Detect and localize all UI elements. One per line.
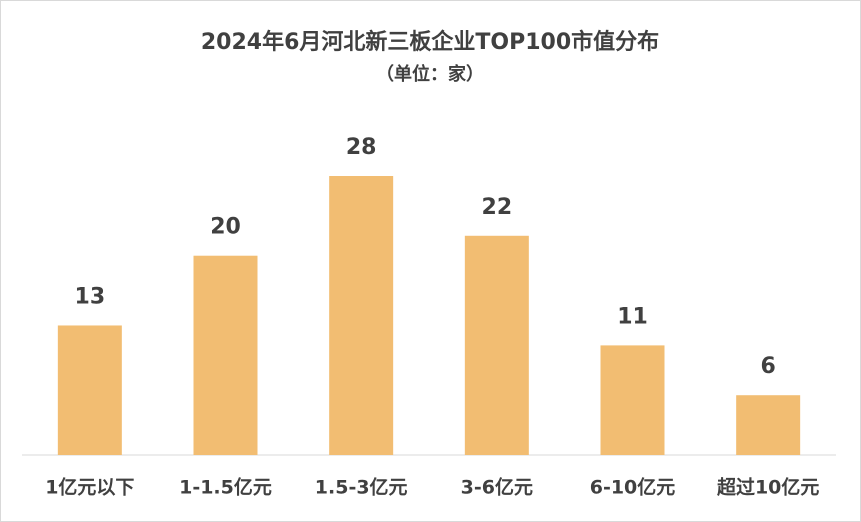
chart-subtitle: （单位：家）: [376, 63, 484, 85]
bar: [464, 235, 529, 455]
value-label: 28: [346, 135, 377, 160]
value-label: 22: [482, 195, 513, 220]
value-label: 20: [210, 215, 241, 240]
bar: [600, 345, 665, 455]
bar: [329, 176, 394, 455]
x-tick-label: 超过10亿元: [716, 476, 819, 499]
value-label: 6: [761, 354, 776, 379]
bar: [193, 255, 258, 455]
x-tick-label: 1亿元以下: [45, 476, 134, 499]
x-tick-label: 1-1.5亿元: [179, 476, 272, 499]
chart-title: 2024年6月河北新三板企业TOP100市值分布: [201, 29, 659, 55]
bar: [57, 325, 122, 455]
x-tick-label: 3-6亿元: [461, 476, 533, 499]
bar: [736, 395, 801, 455]
x-tick-label: 6-10亿元: [590, 476, 676, 499]
value-label: 13: [75, 284, 106, 309]
value-label: 11: [617, 304, 648, 329]
x-tick-label: 1.5-3亿元: [315, 476, 408, 499]
